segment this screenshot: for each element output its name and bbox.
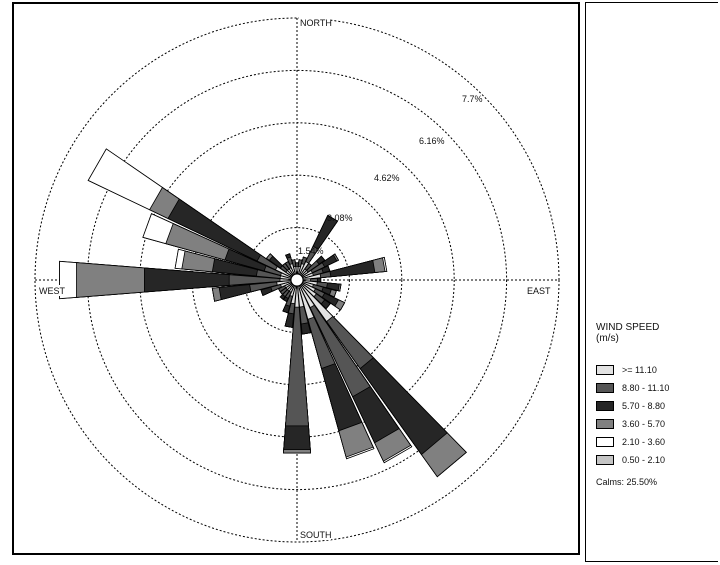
sector-30 — [296, 214, 339, 281]
east-label-bg — [526, 285, 556, 296]
legend-swatch — [596, 401, 614, 411]
legend-swatch — [596, 455, 614, 465]
legend-item: >= 11.10 — [596, 364, 657, 376]
legend-item: 3.60 - 5.70 — [596, 418, 665, 430]
wind-rose-panel: 1.54% 3.08% 4.62% 6.16% 7.7% NORTH EAST SOUTH WE… — [12, 2, 580, 555]
sector-60 — [296, 253, 340, 281]
ring-label-1: 1.54% — [298, 246, 324, 256]
north-label: NORTH — [300, 18, 332, 28]
sector-270-bin-1 — [228, 274, 298, 286]
sector-270-bin-2 — [143, 267, 298, 293]
sector-170 — [296, 279, 312, 335]
legend-item: 2.10 - 3.60 — [596, 436, 665, 448]
sector-310 — [265, 253, 298, 281]
legend-swatch — [596, 383, 614, 393]
sector-150 — [296, 279, 413, 464]
legend-title-line-2: (m/s) — [596, 333, 619, 344]
ring-label-2: 3.08% — [327, 213, 353, 223]
legend-item: 8.80 - 11.10 — [596, 382, 669, 394]
sector-280 — [174, 248, 298, 281]
west-label: WEST — [39, 286, 66, 296]
legend-swatch — [596, 437, 614, 447]
sector-150-bin-1 — [296, 279, 371, 398]
sector-120 — [296, 279, 346, 311]
legend-label: 0.50 - 2.10 — [622, 455, 666, 465]
legend-label: >= 11.10 — [622, 365, 657, 375]
south-label: SOUTH — [300, 530, 332, 540]
sector-270 — [59, 260, 298, 300]
legend-title: WIND SPEED (m/s) — [596, 322, 659, 344]
west-label-bg — [38, 285, 68, 296]
legend-panel: WIND SPEED (m/s) >= 11.10 8.80 - 11.10 5.7… — [585, 2, 718, 562]
ring-label-4: 6.16% — [419, 136, 445, 146]
south-label-bg — [299, 529, 331, 540]
sector-80 — [296, 256, 388, 281]
sector-140-bin-0 — [296, 279, 334, 323]
legend-label: 3.60 - 5.70 — [622, 419, 666, 429]
sector-130 — [296, 279, 331, 310]
sector-290 — [142, 213, 298, 281]
sector-140 — [296, 279, 467, 478]
sector-160 — [296, 279, 375, 460]
legend-label: 2.10 - 3.60 — [622, 437, 666, 447]
legend-title-line-1: WIND SPEED — [596, 322, 660, 333]
legend-label: 8.80 - 11.10 — [622, 383, 670, 393]
wind-rose-chart: 1.54% 3.08% 4.62% 6.16% 7.7% NORTH EAST SOUTH WE… — [34, 17, 560, 543]
calms-label: Calms: 25.50% — [596, 477, 658, 487]
ring-label-5: 7.7% — [462, 94, 483, 104]
legend-swatch — [596, 365, 614, 375]
legend-item: 5.70 - 8.80 — [596, 400, 665, 412]
ring-4 — [86, 69, 508, 491]
legend-label: 5.70 - 8.80 — [622, 401, 666, 411]
sector-50 — [296, 255, 326, 281]
sector-180 — [282, 279, 312, 454]
east-label: EAST — [527, 286, 551, 296]
ring-5 — [34, 17, 560, 543]
sector-300 — [87, 148, 298, 281]
sector-260 — [211, 279, 298, 302]
legend-item: 0.50 - 2.10 — [596, 454, 665, 466]
north-label-bg — [299, 17, 331, 28]
sector-70 — [296, 265, 331, 281]
legend-swatch — [596, 419, 614, 429]
sector-180-bin-1 — [285, 279, 309, 427]
ring-label-3: 4.62% — [374, 173, 400, 183]
calm-circle — [290, 273, 304, 287]
